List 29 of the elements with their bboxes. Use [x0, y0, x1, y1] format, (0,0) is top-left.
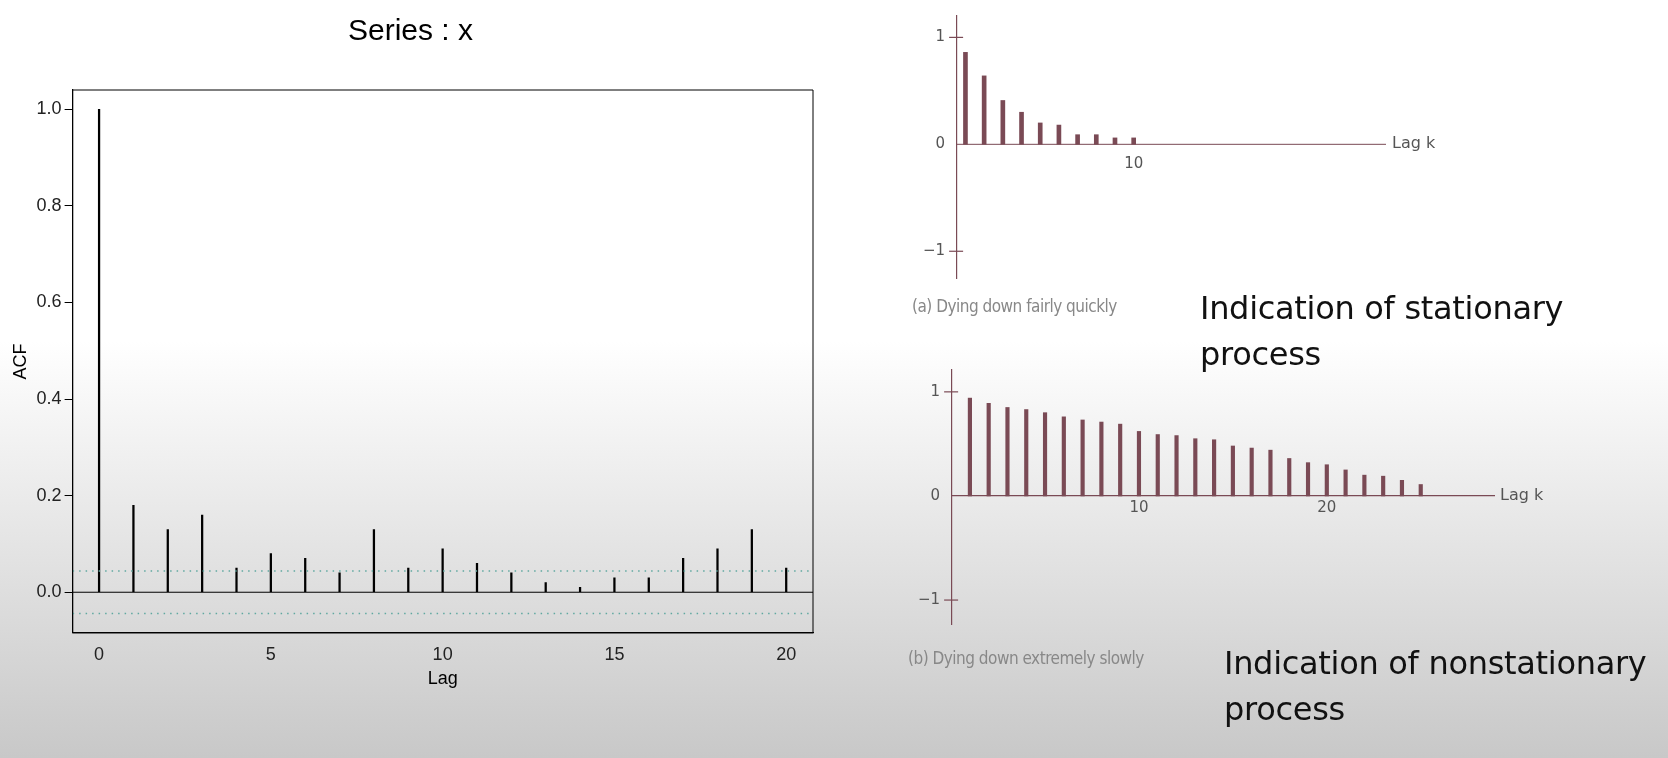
- x-tick-label: 20: [1317, 497, 1337, 516]
- x-tick-label: 15: [604, 643, 625, 664]
- text: (b) Dying down extremely slowly: [908, 648, 1144, 668]
- x-axis-title: Lag: [427, 668, 458, 689]
- y-tick-label: −1: [917, 589, 941, 608]
- y-tick-label: 0.6: [36, 291, 62, 312]
- x-tick-label: 10: [432, 643, 453, 664]
- x-axis-title: Lag k: [1392, 133, 1436, 153]
- chart-title: Series : x: [347, 13, 474, 47]
- x-tick-label: 0: [94, 643, 105, 664]
- x-tick-label: 10: [1124, 154, 1144, 173]
- x-tick-label: 5: [265, 643, 276, 664]
- y-tick-label: 1.0: [36, 98, 62, 119]
- y-tick-label: 1: [935, 27, 946, 46]
- x-tick-label: 10: [1129, 497, 1149, 516]
- y-tick-label: 0.0: [36, 581, 62, 602]
- x-tick-label: 20: [776, 643, 797, 664]
- text: (a) Dying down fairly quickly: [912, 296, 1117, 316]
- y-tick-label: 0: [930, 485, 941, 504]
- y-tick-label: 0.2: [36, 484, 62, 505]
- y-tick-label: 1: [930, 381, 941, 400]
- x-axis-title: Lag k: [1500, 485, 1544, 505]
- y-tick-label: 0: [935, 134, 946, 153]
- y-axis-title: ACF: [9, 343, 30, 380]
- y-tick-label: 0.4: [36, 388, 62, 409]
- annotation: Indication of stationary process: [1200, 288, 1565, 375]
- text: Indication of nonstationary process: [1224, 643, 1648, 730]
- y-tick-label: 0.8: [36, 194, 62, 215]
- y-tick-label: −1: [922, 241, 946, 260]
